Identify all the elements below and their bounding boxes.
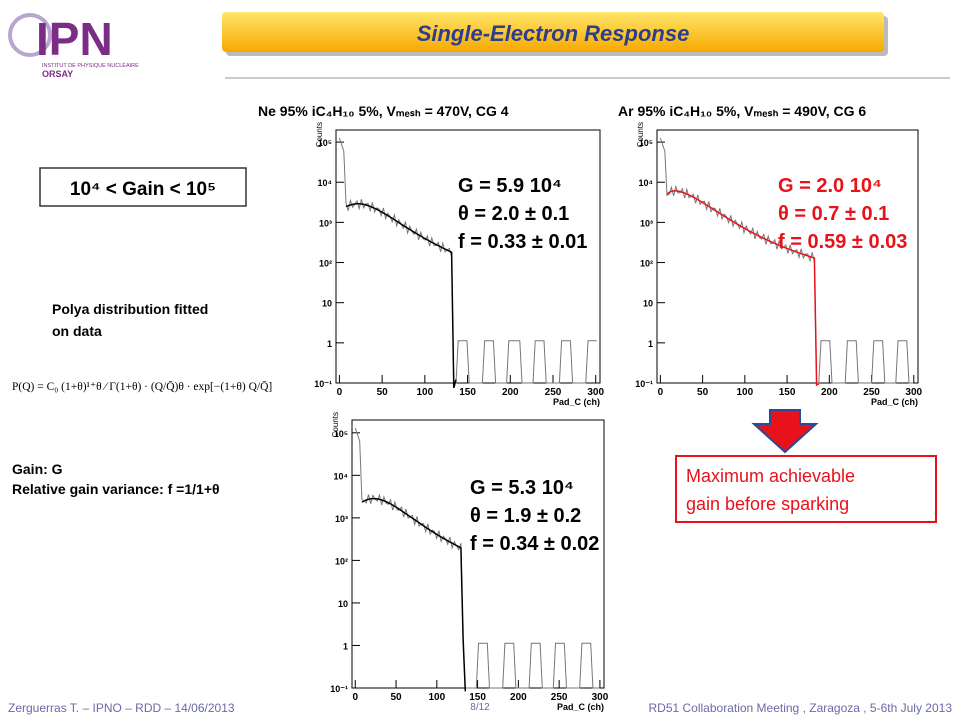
fit-result: f = 0.33 ± 0.01 (458, 231, 587, 253)
callout-box (675, 455, 937, 523)
y-tick-label: 10⁵ (639, 138, 653, 148)
logo-text: IPN (36, 13, 113, 65)
y-tick-label: 10⁵ (334, 429, 348, 439)
y-tick-label: 10² (640, 259, 653, 269)
x-tick-label: 250 (863, 387, 880, 398)
plot-label: Ar 95% iC₄H₁₀ 5%, Vₘₑₛₕ = 490V, CG 6 (618, 103, 866, 119)
fit-result: θ = 1.9 ± 0.2 (470, 505, 581, 527)
y-tick-label: 10³ (335, 514, 348, 524)
page-number: 8/12 (470, 702, 490, 713)
x-tick-label: 200 (821, 387, 838, 398)
y-tick-label: 10⁴ (318, 178, 332, 188)
y-tick-label: 10⁴ (639, 178, 653, 188)
y-tick-label: 10² (335, 556, 348, 566)
x-tick-label: 250 (545, 387, 562, 398)
title-banner (222, 12, 884, 52)
x-tick-label: 0 (658, 387, 664, 398)
plot-frame (656, 129, 919, 384)
logo: IPN INSTITUT DE PHYSIQUE NUCLÉAIRE ORSAY (8, 13, 139, 79)
x-tick-label: 100 (417, 387, 434, 398)
x-tick-label: 0 (352, 692, 358, 703)
arrow (751, 409, 819, 454)
caption: Polya distribution fitted (52, 301, 208, 317)
x-tick-label: 300 (587, 387, 604, 398)
callout-text: gain before sparking (686, 494, 849, 514)
x-tick-label: 300 (905, 387, 922, 398)
x-tick-label: 200 (502, 387, 519, 398)
x-tick-label: 50 (377, 387, 389, 398)
x-tick-label: 100 (428, 692, 445, 703)
footer-right: RD51 Collaboration Meeting , Zaragoza , … (648, 701, 952, 715)
fit-curve (666, 190, 820, 387)
y-tick-label: 10⁴ (334, 471, 348, 481)
x-tick-label: 250 (551, 692, 568, 703)
fit-result: θ = 0.7 ± 0.1 (778, 203, 889, 225)
y-tick-label: 10 (338, 599, 348, 609)
fit-result: f = 0.59 ± 0.03 (778, 231, 907, 253)
y-tick-label: 10 (322, 299, 332, 309)
y-tick-label: 10⁵ (318, 138, 332, 148)
title: Single-Electron Response (417, 21, 690, 46)
logo-sub: INSTITUT DE PHYSIQUE NUCLÉAIRE (42, 62, 139, 69)
fit-result: G = 2.0 10⁴ (778, 175, 882, 197)
x-tick-label: 0 (337, 387, 343, 398)
footer-left: Zerguerras T. – IPNO – RDD – 14/06/2013 (8, 701, 235, 715)
histogram (354, 427, 600, 689)
fit-result: G = 5.3 10⁴ (470, 477, 574, 499)
y-tick-label: 1 (343, 641, 348, 651)
definition: Gain: G (12, 461, 63, 477)
x-tick-label: 300 (592, 692, 609, 703)
definition: Relative gain variance: f =1/1+θ (12, 481, 220, 497)
gain-range: 10⁴ < Gain < 10⁵ (70, 179, 216, 200)
y-tick-label: 10 (643, 299, 653, 309)
logo-place: ORSAY (42, 69, 73, 79)
fit-result: θ = 2.0 ± 0.1 (458, 203, 569, 225)
x-tick-label: 150 (459, 387, 476, 398)
x-tick-label: 50 (697, 387, 709, 398)
y-axis-title: Counts (315, 122, 324, 147)
x-tick-label: 100 (737, 387, 754, 398)
y-tick-label: 10² (319, 259, 332, 269)
plot-label: Ne 95% iC₄H₁₀ 5%, Vₘₑₛₕ = 470V, CG 4 (258, 103, 509, 119)
y-tick-label: 1 (327, 339, 332, 349)
y-axis-title: Counts (636, 122, 645, 147)
x-tick-label: 150 (779, 387, 796, 398)
caption: on data (52, 323, 102, 339)
x-tick-label: 200 (510, 692, 527, 703)
y-tick-label: 1 (648, 339, 653, 349)
fit-curve (345, 203, 457, 389)
plot-frame (335, 129, 601, 384)
gain-box (39, 167, 247, 207)
y-tick-label: 10³ (640, 218, 653, 228)
x-axis-title: Pad_C (ch) (553, 397, 600, 407)
y-tick-label: 10⁻¹ (314, 379, 332, 389)
y-tick-label: 10⁻¹ (330, 684, 348, 694)
x-axis-title: Pad_C (ch) (871, 397, 918, 407)
fit-curve (361, 497, 467, 692)
y-tick-label: 10⁻¹ (635, 379, 653, 389)
x-axis-title: Pad_C (ch) (557, 702, 604, 712)
x-tick-label: 150 (469, 692, 486, 703)
fit-result: f = 0.34 ± 0.02 (470, 533, 599, 555)
plots: Ne 95% iC₄H₁₀ 5%, Vₘₑₛₕ = 470V, CG 4 Coun… (258, 103, 923, 712)
y-axis-title: Counts (331, 412, 340, 437)
formula: P(Q) = C₀ (1+θ)¹⁺θ ⁄ Γ(1+θ) · (Q/Q̄)θ · … (12, 380, 272, 393)
callout-text: Maximum achievable (686, 466, 855, 486)
y-tick-label: 10³ (319, 218, 332, 228)
fit-result: G = 5.9 10⁴ (458, 175, 562, 197)
x-tick-label: 50 (390, 692, 402, 703)
